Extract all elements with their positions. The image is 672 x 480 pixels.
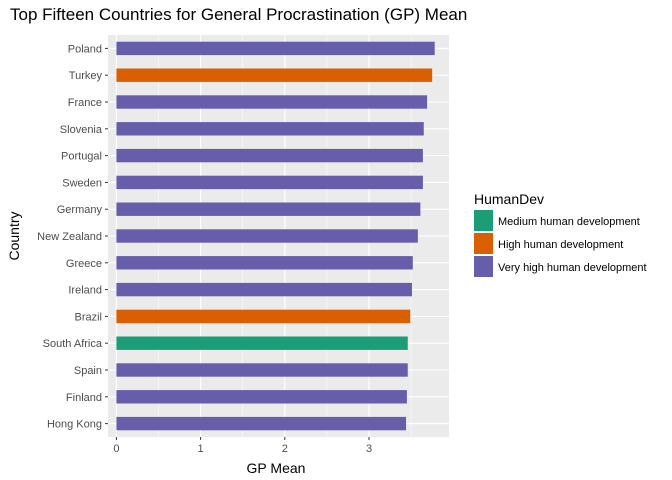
y-tick-label: Spain	[74, 365, 102, 377]
x-tick-label: 2	[282, 443, 288, 455]
x-axis-title: GP Mean	[247, 460, 306, 476]
bar-poland	[116, 41, 435, 56]
y-tick-label: Portugal	[61, 151, 102, 163]
bar-finland	[116, 390, 407, 404]
y-tick-label: Ireland	[68, 285, 102, 297]
y-tick-label: Poland	[68, 43, 102, 55]
bar-germany	[116, 202, 421, 216]
y-tick-label: France	[68, 97, 102, 109]
bar-turkey	[116, 68, 433, 82]
legend-swatch	[474, 256, 493, 277]
bar-sweden	[116, 175, 423, 190]
bar-brazil	[116, 309, 411, 324]
y-tick-label: Brazil	[74, 311, 102, 323]
y-axis: Poland Turkey France Slovenia Portugal Sweden…	[37, 43, 108, 431]
y-axis-title: Country	[6, 211, 22, 260]
bar-ireland	[116, 282, 412, 297]
bar-france	[116, 95, 428, 109]
legend-title: HumanDev	[474, 191, 544, 207]
bar-slovenia	[116, 122, 424, 136]
chart-title: Top Fifteen Countries for General Procra…	[10, 5, 467, 24]
x-tick-label: 3	[366, 443, 372, 455]
bars	[116, 41, 435, 431]
bar-greece	[116, 256, 413, 270]
y-tick-label: Hong Kong	[47, 419, 102, 431]
x-tick-label: 1	[198, 443, 204, 455]
y-tick-label: Germany	[57, 204, 103, 216]
y-tick-label: New Zealand	[37, 231, 102, 243]
legend-label: High human development	[498, 239, 623, 251]
y-tick-label: Greece	[66, 258, 102, 270]
y-tick-label: South Africa	[43, 338, 103, 350]
legend-swatch	[474, 233, 493, 254]
y-tick-label: Turkey	[69, 70, 103, 82]
bar-spain	[116, 363, 408, 377]
bar-portugal	[116, 148, 423, 163]
bar-new-zealand	[116, 229, 418, 243]
y-tick-label: Sweden	[62, 177, 102, 189]
y-tick-label: Slovenia	[60, 124, 103, 136]
bar-south-africa	[116, 336, 408, 350]
bar-hong-kong	[116, 416, 407, 431]
legend-swatch	[474, 210, 493, 231]
x-tick-label: 0	[113, 443, 119, 455]
legend-label: Medium human development	[498, 216, 640, 228]
legend-label: Very high human development	[498, 262, 647, 274]
legend: HumanDev Medium human development High hu…	[474, 191, 647, 277]
y-tick-label: Finland	[66, 392, 102, 404]
x-axis: 0 1 2 3	[113, 437, 372, 455]
